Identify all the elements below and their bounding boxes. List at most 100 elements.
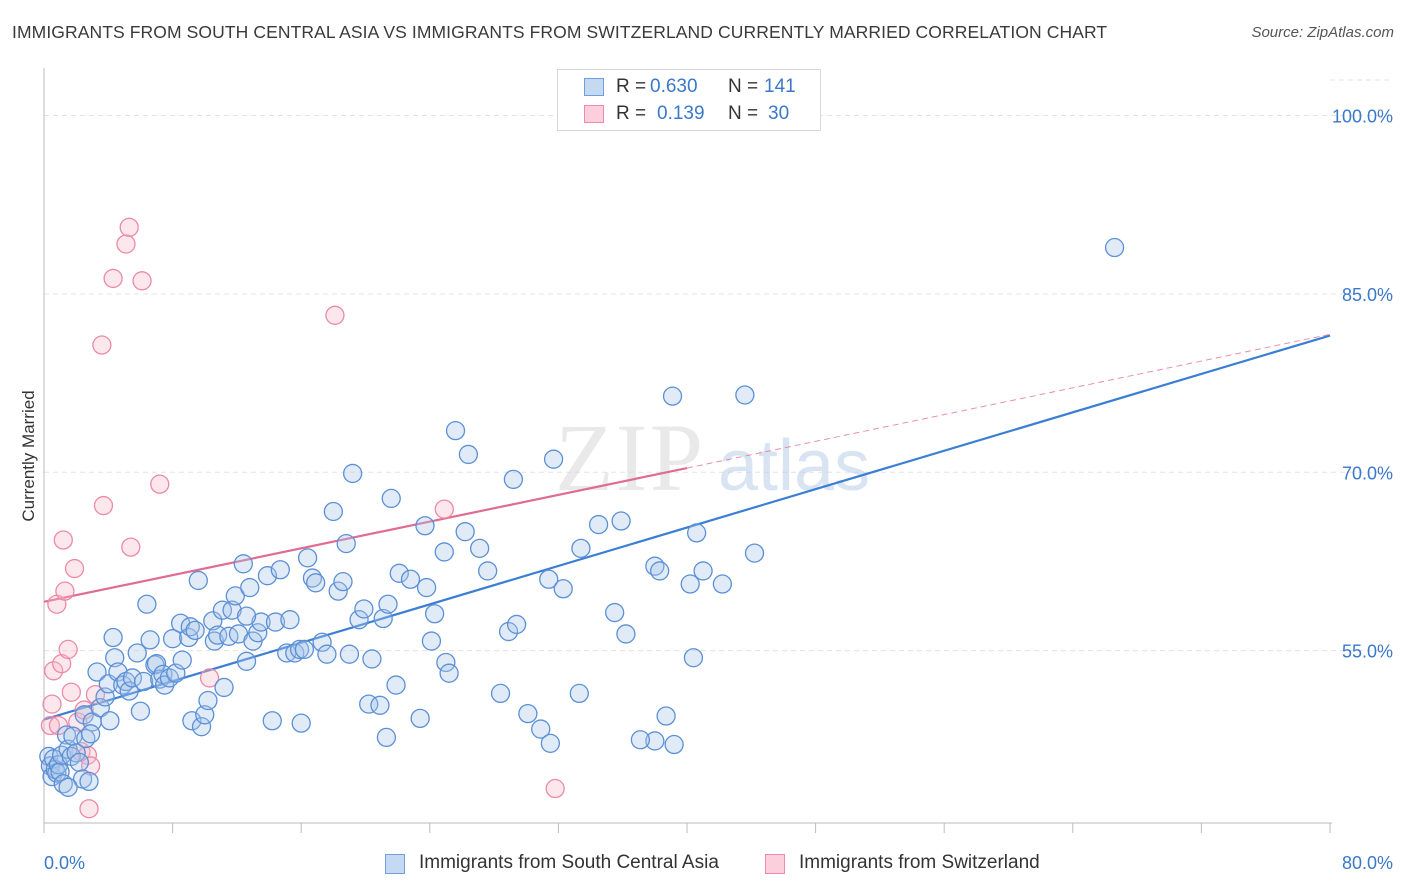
point-south-central-asia <box>103 627 123 648</box>
trend-line-switzerland <box>43 467 688 603</box>
point-south-central-asia <box>195 705 215 725</box>
point-south-central-asia <box>328 581 348 601</box>
point-south-central-asia <box>203 611 223 631</box>
y-tick-label: 85.0% <box>1342 285 1393 305</box>
point-switzerland <box>58 639 78 660</box>
point-south-central-asia <box>191 717 212 737</box>
point-south-central-asia <box>630 730 651 750</box>
point-south-central-asia <box>248 623 268 643</box>
point-south-central-asia <box>333 571 353 592</box>
y-tick-label: 100.0% <box>1332 107 1393 127</box>
series-switzerland-points <box>40 217 565 819</box>
point-south-central-asia <box>204 631 225 651</box>
point-south-central-asia <box>588 514 609 535</box>
point-south-central-asia <box>80 724 101 744</box>
point-south-central-asia <box>127 643 147 663</box>
point-south-central-asia <box>188 570 208 591</box>
point-south-central-asia <box>349 610 369 630</box>
point-south-central-asia <box>381 488 401 509</box>
point-south-central-asia <box>571 538 591 558</box>
bottom-legend-swatch-pink <box>765 854 785 874</box>
point-south-central-asia <box>354 599 374 619</box>
series-south-central-asia-points <box>39 237 1125 797</box>
point-south-central-asia <box>172 650 192 670</box>
legend-n-label: N = <box>728 76 759 97</box>
point-south-central-asia <box>540 733 561 753</box>
point-switzerland <box>43 661 64 681</box>
point-south-central-asia <box>236 606 257 626</box>
point-south-central-asia <box>683 648 704 668</box>
point-south-central-asia <box>400 569 421 589</box>
chart-title: IMMIGRANTS FROM SOUTH CENTRAL ASIA VS IM… <box>12 22 1108 42</box>
point-south-central-asia <box>137 594 157 614</box>
point-south-central-asia <box>222 600 242 620</box>
point-south-central-asia <box>339 644 360 664</box>
point-south-central-asia <box>236 651 257 671</box>
trend-lines <box>43 333 1331 721</box>
legend-swatch-pink <box>584 105 604 123</box>
point-south-central-asia <box>498 621 519 642</box>
legend: R = 0.630 N = 141 R = 0.139 N = 30 <box>557 69 821 131</box>
point-south-central-asia <box>616 624 636 644</box>
point-south-central-asia <box>270 560 290 580</box>
point-south-central-asia <box>503 469 524 490</box>
y-tick-label: 55.0% <box>1342 642 1393 662</box>
point-south-central-asia <box>140 630 160 650</box>
point-south-central-asia <box>291 713 311 733</box>
point-switzerland <box>93 495 114 516</box>
point-south-central-asia <box>262 711 282 731</box>
point-south-central-asia <box>662 386 683 406</box>
point-south-central-asia <box>130 701 151 721</box>
point-south-central-asia <box>531 719 551 739</box>
point-south-central-asia <box>265 612 286 632</box>
point-south-central-asia <box>650 561 670 581</box>
legend-r-label: R = <box>616 76 647 97</box>
point-south-central-asia <box>378 594 398 614</box>
point-south-central-asia <box>294 639 315 660</box>
point-south-central-asia <box>87 662 107 682</box>
point-south-central-asia <box>214 677 234 698</box>
point-south-central-asia <box>458 444 479 465</box>
tick-labels: 55.0% 70.0% 85.0% 100.0% 0.0% 80.0% <box>44 107 1393 873</box>
point-south-central-asia <box>478 561 498 581</box>
legend-r-value: 0.139 <box>657 103 705 124</box>
point-south-central-asia <box>686 523 707 543</box>
point-south-central-asia <box>490 683 511 704</box>
point-south-central-asia <box>645 731 665 751</box>
point-south-central-asia <box>424 604 445 624</box>
point-south-central-asia <box>386 675 406 695</box>
point-switzerland <box>53 530 73 550</box>
point-south-central-asia <box>664 734 684 755</box>
point-switzerland <box>103 268 123 289</box>
point-south-central-asia <box>712 574 733 594</box>
point-south-central-asia <box>439 663 459 683</box>
point-south-central-asia <box>50 762 70 782</box>
point-south-central-asia <box>611 511 631 531</box>
point-switzerland <box>325 305 345 325</box>
source-credit: Source: ZipAtlas.com <box>1251 24 1394 41</box>
axes <box>43 68 1332 833</box>
point-south-central-asia <box>543 449 564 469</box>
point-south-central-asia <box>306 573 326 593</box>
point-switzerland <box>40 715 61 736</box>
point-south-central-asia <box>289 639 310 660</box>
point-south-central-asia <box>134 671 154 692</box>
point-south-central-asia <box>69 752 90 773</box>
point-south-central-asia <box>415 516 435 536</box>
point-south-central-asia <box>445 420 466 441</box>
point-south-central-asia <box>251 612 271 632</box>
point-south-central-asia <box>280 610 300 630</box>
legend-swatch-blue <box>584 78 604 96</box>
point-switzerland <box>116 234 136 254</box>
point-south-central-asia <box>56 725 77 745</box>
point-switzerland <box>79 799 99 819</box>
point-south-central-asia <box>434 542 454 562</box>
point-south-central-asia <box>233 554 253 574</box>
point-south-central-asia <box>744 543 765 563</box>
point-south-central-asia <box>389 563 409 583</box>
point-south-central-asia <box>735 385 755 405</box>
point-south-central-asia <box>312 632 332 652</box>
y-axis-title: Currently Married <box>19 390 38 521</box>
point-switzerland <box>199 668 220 688</box>
